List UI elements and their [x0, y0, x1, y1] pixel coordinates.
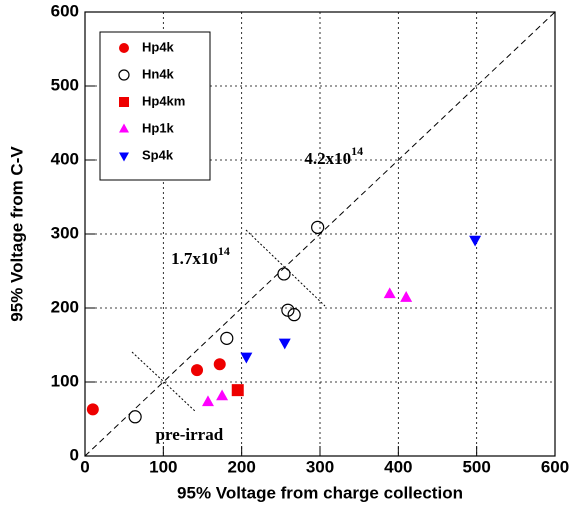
- marker: [311, 220, 325, 234]
- marker: [216, 389, 229, 401]
- y-tick-label: 100: [51, 371, 79, 390]
- x-tick-label: 100: [149, 457, 177, 476]
- y-tick-label: 200: [51, 297, 79, 316]
- marker: [240, 352, 253, 364]
- marker: [213, 358, 226, 371]
- legend-label: Hp1k: [142, 120, 175, 135]
- annotation: pre-irrad: [156, 425, 224, 444]
- marker: [119, 97, 129, 107]
- x-tick-label: 600: [541, 457, 569, 476]
- guide: [131, 351, 197, 413]
- annotation-text: pre-irrad: [156, 425, 224, 444]
- x-axis-label: 95% Voltage from charge collection: [177, 483, 463, 502]
- marker: [128, 410, 142, 424]
- y-axis-label: 95% Voltage from C-V: [7, 146, 26, 322]
- legend-label: Hp4k: [142, 39, 175, 54]
- legend-label: Hn4k: [142, 66, 175, 81]
- marker: [201, 395, 214, 407]
- annotation: 1.7x1014: [171, 244, 230, 268]
- marker: [277, 267, 291, 281]
- legend-box: [99, 31, 211, 181]
- marker: [231, 384, 244, 397]
- y-tick-label: 300: [51, 223, 79, 242]
- annotation-text: 1.7x10: [171, 249, 218, 268]
- legend-label: Sp4k: [142, 147, 174, 162]
- marker: [119, 123, 129, 133]
- legend-label: Hp4km: [142, 93, 185, 108]
- marker: [119, 43, 129, 53]
- y-tick-label: 400: [51, 149, 79, 168]
- x-tick-label: 500: [462, 457, 490, 476]
- x-tick-label: 400: [384, 457, 412, 476]
- marker: [118, 69, 130, 81]
- marker: [469, 235, 482, 247]
- marker: [383, 287, 396, 299]
- marker: [278, 338, 291, 350]
- annotation: 4.2x1014: [304, 144, 363, 168]
- marker: [400, 291, 413, 302]
- marker: [191, 364, 204, 377]
- annotation-exponent: 14: [218, 244, 230, 258]
- diagonal: [84, 11, 556, 457]
- marker: [287, 308, 301, 322]
- annotation-exponent: 14: [351, 144, 363, 158]
- y-tick-label: 600: [51, 1, 79, 20]
- x-tick-label: 200: [227, 457, 255, 476]
- x-tick-label: 0: [80, 457, 89, 476]
- marker: [86, 403, 99, 416]
- plot-frame: [84, 11, 556, 457]
- marker: [220, 331, 234, 345]
- x-tick-label: 300: [306, 457, 334, 476]
- y-tick-label: 500: [51, 75, 79, 94]
- y-tick-label: 0: [70, 445, 79, 464]
- annotation-text: 4.2x10: [304, 149, 351, 168]
- marker: [119, 152, 129, 162]
